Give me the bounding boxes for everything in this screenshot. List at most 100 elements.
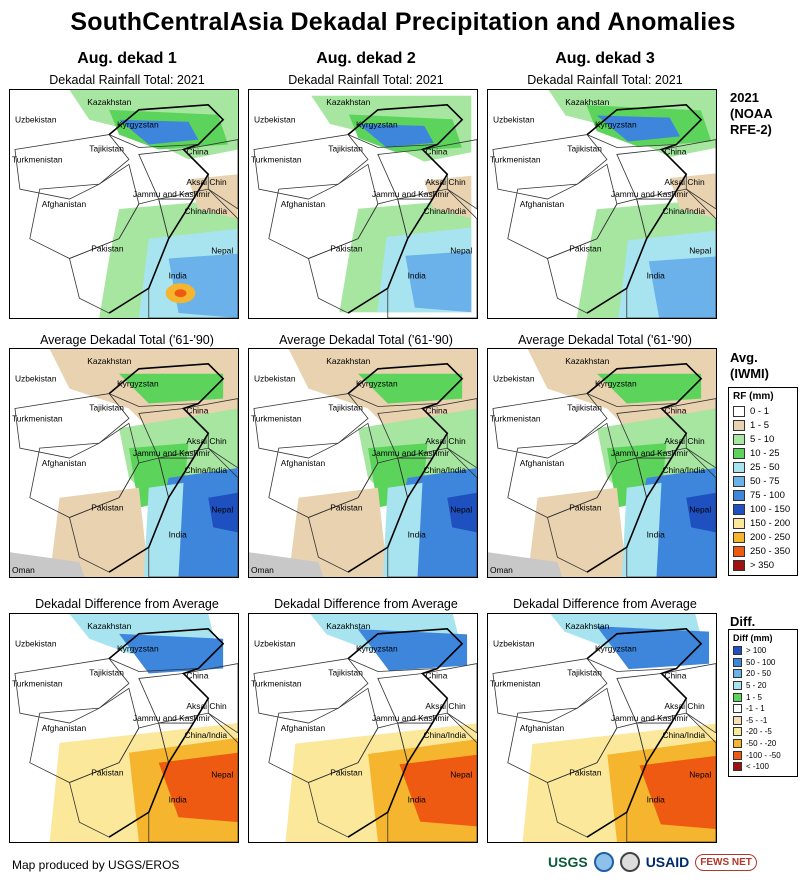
map-label: Kazakhstan	[326, 356, 370, 366]
map-label: Turkmenistan	[12, 678, 63, 688]
map-label: Turkmenistan	[251, 678, 302, 688]
row-label-line: (NOAA	[730, 106, 773, 121]
precip-region	[208, 492, 238, 533]
precip-region	[447, 492, 477, 533]
map-label: Turkmenistan	[251, 154, 302, 164]
map-label: India	[408, 270, 427, 280]
map-label: Jammu and Kashmir	[611, 448, 688, 458]
map-label: Turkmenistan	[490, 678, 541, 688]
map-label: China/India	[423, 206, 466, 216]
map-label: Nepal	[689, 770, 711, 780]
difference-legend-swatch	[733, 715, 742, 725]
subtitle-rainfall-2: Dekadal Rainfall Total: 2021	[288, 73, 444, 87]
map-label: Aksai Chin	[425, 177, 466, 187]
map-label: Uzbekistan	[493, 374, 535, 384]
map-label: Kazakhstan	[87, 97, 131, 107]
row-label-line: Diff.	[730, 614, 756, 629]
row-label-line: Avg.	[730, 350, 758, 365]
precip-region	[597, 373, 702, 404]
map-label: Tajikistan	[567, 402, 602, 412]
map-label: Pakistan	[569, 503, 602, 513]
map-label: Tajikistan	[328, 667, 363, 677]
difference-legend-row: -100 - -50	[733, 749, 793, 761]
focus-border	[108, 628, 225, 838]
row-label-2021: 2021 (NOAA RFE-2)	[730, 90, 773, 138]
rainfall-legend-swatch	[733, 517, 745, 529]
map-label: Tajikistan	[89, 143, 124, 153]
precip-hotspot	[174, 289, 187, 298]
map-label: Nepal	[211, 505, 233, 515]
map-label: Jammu and Kashmir	[372, 189, 449, 199]
map-label: Afghanistan	[281, 199, 326, 209]
rainfall-legend-swatch	[733, 419, 745, 431]
map-label: Nepal	[211, 246, 233, 256]
usaid-seal-icon	[619, 852, 640, 872]
map-canvas: Kazakhstan Uzbekistan Kyrgyzstan Tajikistan…	[10, 349, 238, 577]
map-label: Jammu and Kashmir	[372, 448, 449, 458]
map-label: China	[425, 146, 447, 156]
map-label: Uzbekistan	[15, 115, 57, 125]
map-label: India	[408, 794, 427, 804]
rainfall-legend-swatch	[733, 461, 745, 473]
precip-region	[527, 487, 627, 577]
fews-net-logo: FEWS NET	[695, 853, 757, 871]
map-label: Turkmenistan	[490, 413, 541, 423]
map-label: Tajikistan	[567, 667, 602, 677]
precip-region	[358, 373, 463, 404]
difference-legend-swatch	[733, 750, 742, 760]
rainfall-legend-label: 10 - 25	[750, 447, 780, 459]
map-difference-dekad-3: Kazakhstan Uzbekistan Kyrgyzstan Tajikistan…	[487, 613, 717, 843]
difference-legend-label: -20 - -5	[746, 727, 772, 737]
precip-region	[119, 373, 224, 404]
map-label: India	[647, 794, 666, 804]
map-label: Afghanistan	[281, 458, 326, 468]
rainfall-legend-label: 250 - 350	[750, 545, 791, 557]
difference-legend-row: -50 - -20	[733, 738, 793, 750]
rainfall-legend-swatch	[733, 475, 745, 487]
map-label: China/India	[423, 730, 466, 740]
precip-region	[621, 482, 662, 577]
map-label: Oman	[251, 565, 274, 575]
map-label: Kyrgyzstan	[595, 120, 637, 130]
map-label: Uzbekistan	[254, 115, 296, 125]
map-label: China/India	[184, 465, 227, 475]
map-label: Pakistan	[330, 244, 363, 254]
rainfall-legend-label: 75 - 100	[750, 489, 785, 501]
difference-legend-label: < -100	[746, 762, 769, 772]
map-label: Pakistan	[569, 768, 602, 778]
map-label: Pakistan	[330, 768, 363, 778]
map-label: Kazakhstan	[87, 621, 131, 631]
precip-region	[488, 552, 563, 577]
map-label: Turkmenistan	[251, 413, 302, 423]
difference-legend-row: 20 - 50	[733, 668, 793, 680]
map-label: China	[186, 405, 208, 415]
map-label: Pakistan	[330, 503, 363, 513]
map-label: China/India	[423, 465, 466, 475]
subtitle-rainfall-3: Dekadal Rainfall Total: 2021	[527, 73, 683, 87]
map-canvas: Kazakhstan Uzbekistan Kyrgyzstan Tajikistan…	[12, 90, 238, 318]
precip-region	[10, 552, 85, 577]
map-label: Kazakhstan	[565, 97, 609, 107]
difference-legend-swatch	[733, 739, 742, 749]
map-label: Turkmenistan	[490, 154, 541, 164]
difference-legend-title: Diff (mm)	[733, 633, 773, 643]
rainfall-legend-swatch	[733, 531, 745, 543]
map-canvas: Kazakhstan Uzbekistan Kyrgyzstan Tajikistan…	[488, 349, 716, 577]
difference-legend-row: -1 - 1	[733, 703, 793, 715]
precip-region	[596, 626, 710, 670]
map-label: Kyrgyzstan	[117, 644, 159, 654]
map-label: Nepal	[689, 505, 711, 515]
rainfall-legend-swatch	[733, 447, 745, 459]
map-label: Afghanistan	[42, 199, 87, 209]
map-label: Kazakhstan	[87, 356, 131, 366]
map-label: China	[664, 405, 686, 415]
column-heading-dekad-2: Aug. dekad 2	[316, 50, 416, 67]
map-label: Afghanistan	[281, 723, 326, 733]
map-label: Uzbekistan	[254, 374, 296, 384]
map-label: Aksai Chin	[664, 701, 705, 711]
map-label: China/India	[662, 206, 705, 216]
map-label: Afghanistan	[520, 723, 565, 733]
row-label-line: RFE-2)	[730, 122, 772, 137]
map-label: China/India	[184, 206, 227, 216]
map-label: Aksai Chin	[186, 701, 227, 711]
